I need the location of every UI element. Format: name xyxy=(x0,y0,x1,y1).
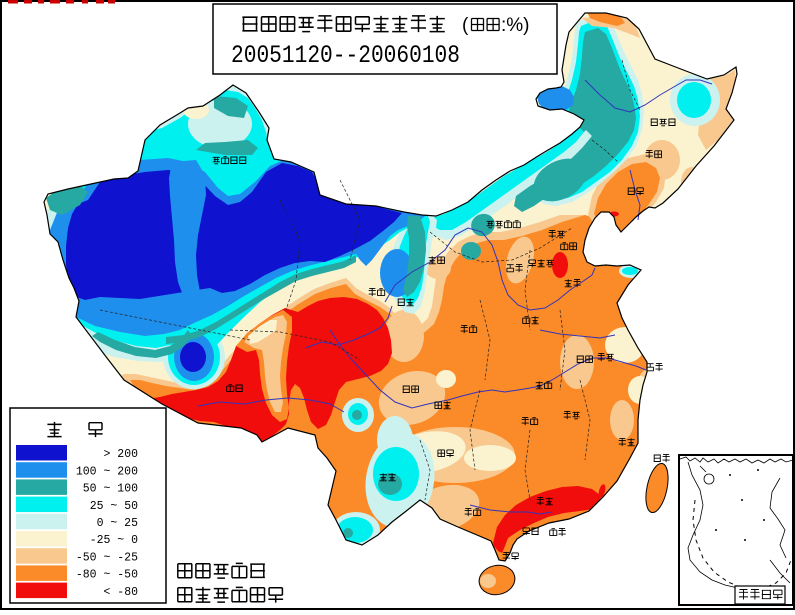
svg-text::%): :%) xyxy=(501,15,530,36)
svg-text:-50 ~ -25: -50 ~ -25 xyxy=(76,551,138,564)
svg-text:-25 ~ 0: -25 ~ 0 xyxy=(90,534,138,547)
svg-text:100 ~ 200: 100 ~ 200 xyxy=(76,465,138,478)
svg-text:20051120--20060108: 20051120--20060108 xyxy=(231,41,460,70)
svg-text:0 ~ 25: 0 ~ 25 xyxy=(97,517,139,530)
svg-text:25 ~ 50: 25 ~ 50 xyxy=(90,500,138,513)
svg-text:-80 ~ -50: -80 ~ -50 xyxy=(76,569,138,582)
svg-text:(: ( xyxy=(462,15,469,36)
svg-text:> 200: > 200 xyxy=(103,448,138,461)
svg-text:50 ~ 100: 50 ~ 100 xyxy=(83,483,138,496)
svg-text:< -80: < -80 xyxy=(103,586,138,599)
